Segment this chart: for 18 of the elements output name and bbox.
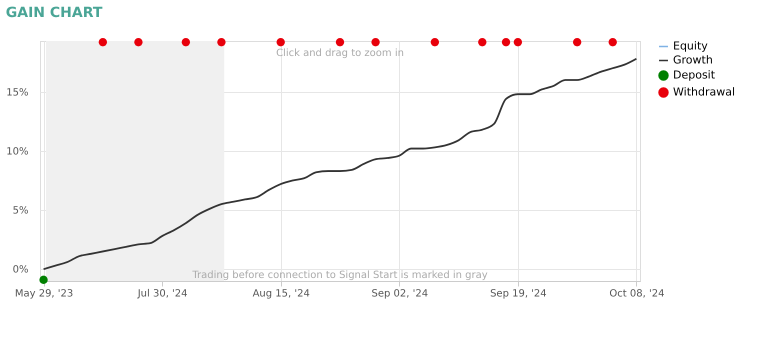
legend-label: Equity: [673, 40, 708, 52]
y-tick-label: 0%: [12, 264, 28, 276]
x-tick-label: May 29, '23: [14, 288, 74, 300]
x-tick-label: Sep 19, '24: [490, 288, 547, 300]
legend-label: Growth: [673, 54, 713, 66]
legend-label: Withdrawal: [673, 86, 736, 98]
x-tick-label: Sep 02, '24: [371, 288, 428, 300]
y-tick-label: 15%: [6, 87, 28, 98]
x-tick-label: Jul 30, '24: [136, 288, 188, 300]
chart-title: GAIN CHART: [6, 5, 103, 21]
x-tick-label: Oct 08, '24: [609, 288, 664, 300]
y-tick-label: 5%: [12, 206, 28, 217]
annotation: Click and drag to zoom in: [276, 48, 404, 59]
legend-label: Deposit: [673, 68, 716, 82]
annotation: Trading before connection to Signal Start is marked in gray: [191, 270, 488, 281]
y-tick-label: 10%: [6, 146, 28, 158]
x-tick-label: Aug 15, '24: [252, 288, 310, 300]
line-series: [42, 58, 638, 270]
